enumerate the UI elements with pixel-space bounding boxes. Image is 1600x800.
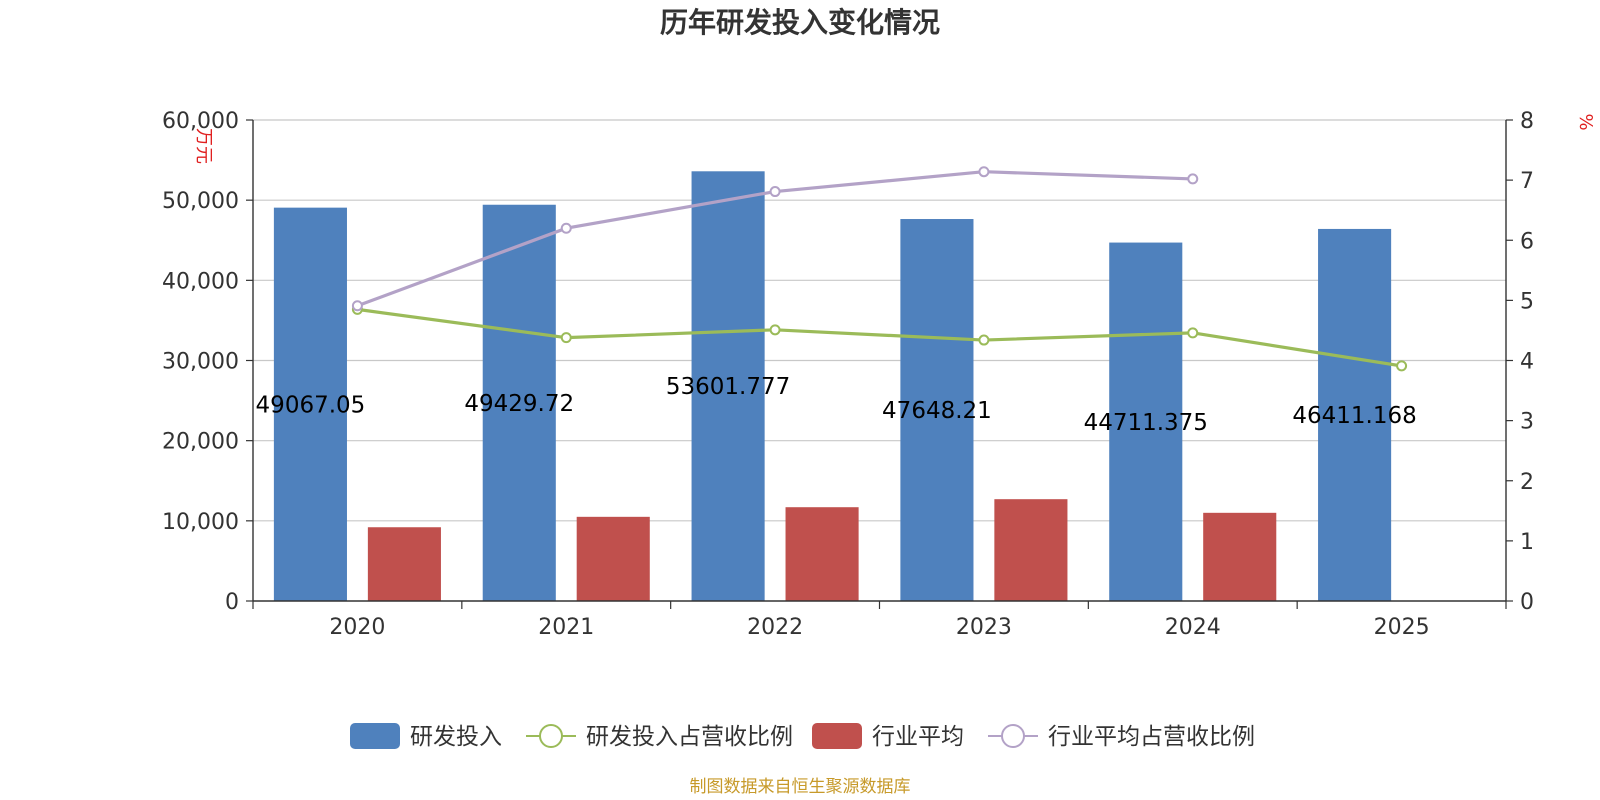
right-axis-tick-label: 4 bbox=[1520, 350, 1534, 375]
x-axis-tick-label: 2023 bbox=[956, 615, 1012, 640]
left-axis-tick-label: 40,000 bbox=[162, 269, 239, 294]
source-note: 制图数据来自恒生聚源数据库 bbox=[690, 777, 911, 797]
bar bbox=[900, 219, 974, 601]
bar bbox=[273, 207, 347, 601]
legend-swatch bbox=[812, 723, 862, 749]
bars bbox=[273, 171, 1392, 602]
line-point bbox=[1187, 173, 1199, 185]
bar-data-label: 49429.72 bbox=[464, 391, 574, 417]
line-point bbox=[560, 332, 572, 344]
line-point bbox=[769, 186, 781, 198]
line-point bbox=[1396, 360, 1408, 372]
left-axis-tick-label: 0 bbox=[225, 590, 239, 615]
legend-label: 研发投入占营收比例 bbox=[586, 724, 793, 750]
x-axis-tick-label: 2022 bbox=[747, 615, 803, 640]
bar-data-label: 49067.05 bbox=[256, 392, 366, 418]
right-axis-tick-label: 6 bbox=[1520, 229, 1534, 254]
bar bbox=[482, 204, 556, 602]
bar bbox=[367, 527, 441, 601]
legend-label: 行业平均占营收比例 bbox=[1048, 724, 1255, 750]
x-axis-tick-label: 2024 bbox=[1165, 615, 1221, 640]
bar-data-label: 46411.168 bbox=[1292, 403, 1416, 429]
bar bbox=[1318, 228, 1392, 601]
bar bbox=[576, 516, 650, 601]
legend-label: 研发投入 bbox=[410, 724, 502, 750]
bar bbox=[691, 171, 765, 601]
line-point bbox=[1187, 327, 1199, 339]
left-axis-unit: 万元 bbox=[193, 128, 214, 164]
left-axis-tick-label: 10,000 bbox=[162, 510, 239, 535]
bar bbox=[1203, 512, 1277, 601]
bar bbox=[994, 499, 1068, 601]
legend-swatch bbox=[350, 723, 400, 749]
bar-data-label: 53601.777 bbox=[666, 374, 790, 400]
right-axis-tick-label: 7 bbox=[1520, 169, 1534, 194]
right-axis-tick-label: 8 bbox=[1520, 109, 1534, 134]
right-axis-tick-label: 2 bbox=[1520, 470, 1534, 495]
line-point bbox=[978, 166, 990, 178]
line-point bbox=[978, 334, 990, 346]
left-axis-tick-label: 60,000 bbox=[162, 109, 239, 134]
axes: 0 10,000 20,000 30,000 40,000 50,000 60,000 0 1 2… bbox=[162, 109, 1534, 640]
line-point bbox=[351, 300, 363, 312]
x-axis-tick-label: 2025 bbox=[1374, 615, 1430, 640]
left-axis-tick-label: 30,000 bbox=[162, 350, 239, 375]
grid-lines bbox=[253, 119, 1506, 522]
left-axis-tick-label: 50,000 bbox=[162, 189, 239, 214]
data-labels: 49067.05 49429.72 53601.777 47648.21 44711.3… bbox=[256, 374, 1417, 436]
legend-label: 行业平均 bbox=[872, 724, 964, 750]
lines bbox=[351, 166, 1408, 372]
right-axis-unit: % bbox=[1575, 113, 1596, 130]
line-point bbox=[769, 324, 781, 336]
bar bbox=[1109, 242, 1183, 601]
legend: 研发投入 研发投入占营收比例 行业平均 行业平均占营收比例 bbox=[350, 723, 1255, 750]
bar bbox=[785, 507, 859, 601]
right-axis-tick-label: 1 bbox=[1520, 530, 1534, 555]
bar-data-label: 47648.21 bbox=[882, 398, 992, 424]
series-line bbox=[357, 307, 1402, 368]
x-axis-tick-label: 2021 bbox=[538, 615, 594, 640]
left-axis-tick-label: 20,000 bbox=[162, 430, 239, 455]
right-axis-tick-label: 3 bbox=[1520, 410, 1534, 435]
line-point bbox=[560, 222, 572, 234]
right-axis-tick-label: 0 bbox=[1520, 590, 1534, 615]
x-axis-tick-label: 2020 bbox=[329, 615, 385, 640]
bar-data-label: 44711.375 bbox=[1084, 410, 1208, 436]
legend-marker bbox=[539, 724, 563, 748]
legend-marker bbox=[1001, 724, 1025, 748]
chart-title: 历年研发投入变化情况 bbox=[660, 6, 940, 39]
right-axis-tick-label: 5 bbox=[1520, 289, 1534, 314]
